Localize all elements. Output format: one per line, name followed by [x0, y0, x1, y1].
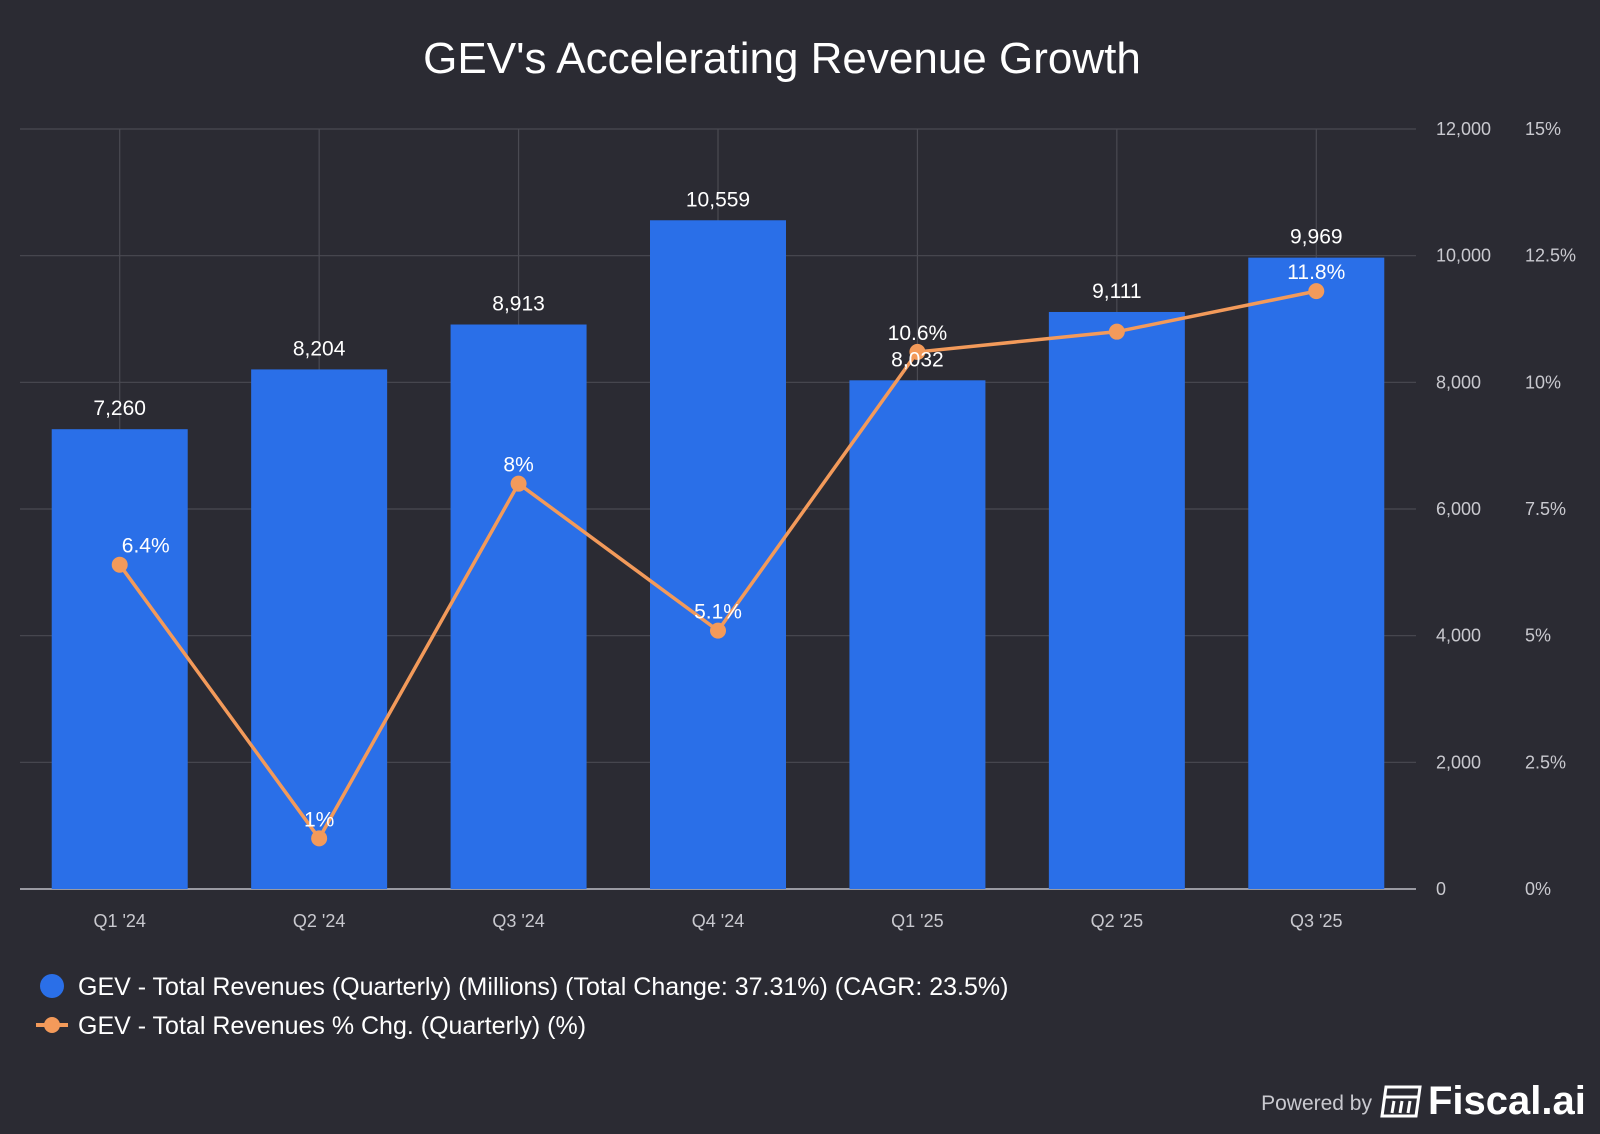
- y-left-tick-label: 0: [1436, 879, 1446, 899]
- line-series: [111, 283, 1325, 847]
- bar: [1248, 257, 1385, 889]
- y-left-tick-label: 10,000: [1436, 246, 1491, 266]
- bar-value-label: 9,111: [1092, 280, 1141, 303]
- y-left-tick-label: 6,000: [1436, 499, 1481, 519]
- y-right-tick-label: 15%: [1525, 119, 1561, 139]
- data-labels: 7,260 8,204 8,913 10,559 8,032 9,111 9,969 6.4%…: [93, 188, 1345, 831]
- y-right-tick-label: 7.5%: [1525, 499, 1566, 519]
- x-tick-label: Q1 '25: [891, 911, 943, 931]
- legend-item-pct-change[interactable]: GEV - Total Revenues % Chg. (Quarterly) …: [36, 1012, 586, 1040]
- legend-marker-pct-change: [44, 1017, 60, 1033]
- legend-item-revenue[interactable]: GEV - Total Revenues (Quarterly) (Millio…: [40, 973, 1008, 1001]
- legend-label-pct-change: GEV - Total Revenues % Chg. (Quarterly) …: [78, 1012, 586, 1040]
- bar-value-label: 8,032: [891, 348, 944, 371]
- bar: [51, 429, 188, 889]
- y-left-tick-label: 4,000: [1436, 626, 1481, 646]
- bar-value-label: 9,969: [1290, 226, 1343, 249]
- y-right-tick-label: 2.5%: [1525, 752, 1566, 772]
- x-tick-label: Q2 '25: [1091, 911, 1143, 931]
- bar: [650, 220, 786, 890]
- pct-change-label: 10.6%: [888, 322, 948, 345]
- pct-change-point: [111, 556, 128, 573]
- y-right-tick-label: 12.5%: [1525, 246, 1576, 266]
- pct-change-label: 11.8%: [1287, 261, 1345, 284]
- pct-change-label: 1%: [304, 808, 334, 831]
- pct-change-label: 8%: [503, 454, 533, 477]
- bar-value-label: 8,204: [293, 337, 346, 360]
- y-left-tick-label: 12,000: [1436, 119, 1491, 139]
- powered-by-text: Powered by: [1261, 1092, 1372, 1115]
- pct-change-point: [311, 830, 328, 847]
- bar: [1048, 311, 1185, 890]
- pct-change-point: [909, 343, 926, 360]
- y-left-tick-label: 8,000: [1436, 372, 1481, 392]
- x-tick-label: Q4 '24: [692, 911, 744, 931]
- pct-change-point: [710, 622, 726, 639]
- x-tick-label: Q3 '25: [1290, 911, 1342, 931]
- y-left-tick-label: 2,000: [1436, 752, 1481, 772]
- bar: [251, 369, 388, 889]
- x-tick-label: Q2 '24: [293, 911, 345, 931]
- brand-name: Fiscal.ai: [1428, 1079, 1586, 1123]
- bar-value-label: 7,260: [93, 397, 146, 420]
- bar-value-label: 8,913: [492, 293, 545, 316]
- x-tick-label: Q3 '24: [492, 911, 544, 931]
- bar-series: [51, 220, 1385, 890]
- pct-change-label: 5.1%: [694, 601, 742, 624]
- x-tick-label: Q1 '24: [93, 911, 145, 931]
- pct-change-label: 6.4%: [122, 535, 170, 558]
- bar: [450, 324, 587, 889]
- legend-marker-revenue: [40, 974, 64, 998]
- legend-label-revenue: GEV - Total Revenues (Quarterly) (Millio…: [78, 973, 1008, 1001]
- chart-title: GEV's Accelerating Revenue Growth: [423, 34, 1141, 83]
- y-right-tick-label: 10%: [1525, 372, 1561, 392]
- axis-labels: 0 2,000 4,000 6,000 8,000 10,000 12,000 0% 2.5% 5…: [93, 119, 1576, 931]
- y-right-tick-label: 5%: [1525, 626, 1551, 646]
- legend: GEV - Total Revenues (Quarterly) (Millio…: [36, 973, 1008, 1040]
- y-right-tick-label: 0%: [1525, 879, 1551, 899]
- branding: Powered by Fiscal.ai: [1261, 1079, 1586, 1123]
- bar: [849, 380, 986, 889]
- bar-value-label: 10,559: [686, 188, 750, 211]
- pct-change-point: [1108, 323, 1125, 340]
- pct-change-point: [510, 475, 527, 492]
- pct-change-point: [1308, 283, 1325, 300]
- fiscal-logo-icon: [1380, 1085, 1422, 1118]
